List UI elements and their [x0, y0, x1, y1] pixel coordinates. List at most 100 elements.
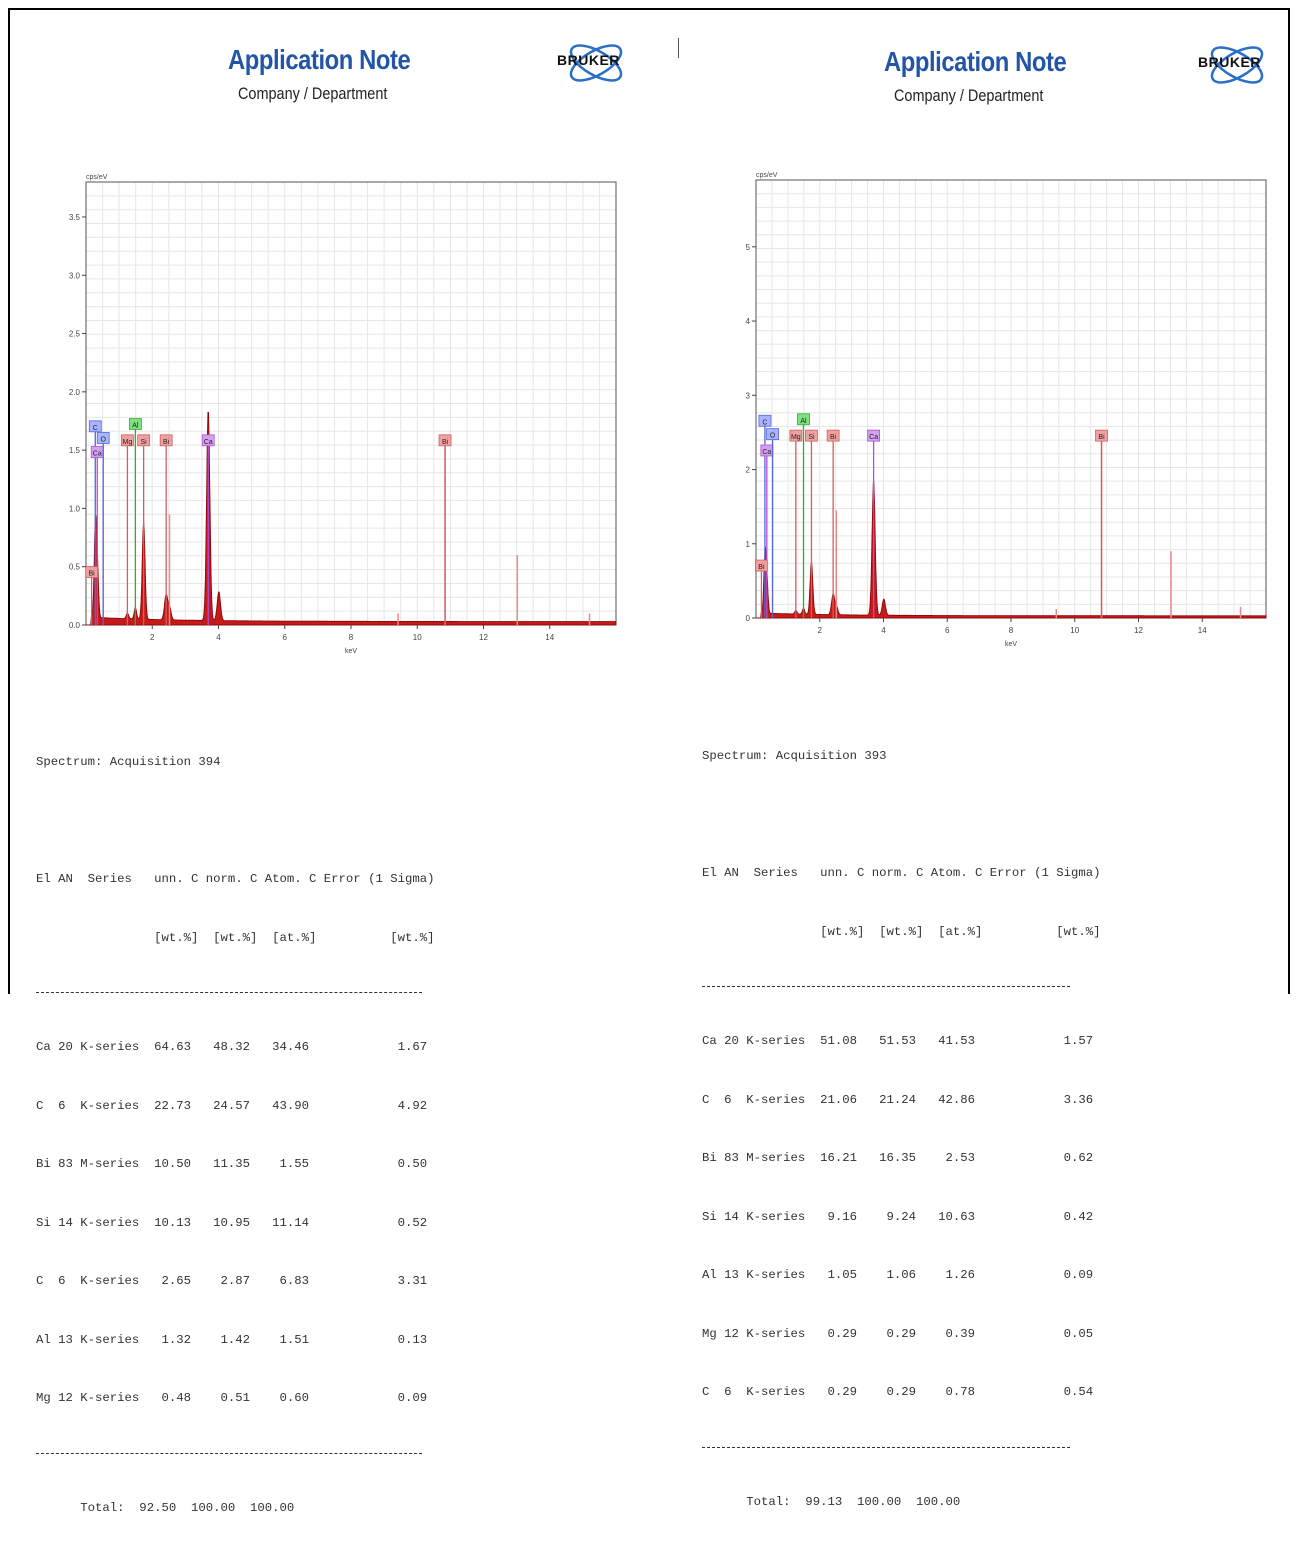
- table-header-2: [wt.%] [wt.%] [at.%] [wt.%]: [702, 924, 1101, 939]
- x-axis-label: keV: [345, 648, 357, 655]
- x-tick-label: 6: [945, 626, 950, 635]
- table-row: Ca 20 K-series 64.63 48.32 34.46 1.67: [36, 1040, 428, 1054]
- spectrum-label: Spectrum: Acquisition 394: [36, 755, 221, 769]
- table-row: C 6 K-series 0.29 0.29 0.78 0.54: [702, 1385, 1094, 1399]
- results-table-left: Spectrum: Acquisition 394 El AN Series u…: [36, 714, 434, 1557]
- table-header-2: [wt.%] [wt.%] [at.%] [wt.%]: [36, 930, 435, 945]
- bruker-logo-text: BRUKER: [1198, 54, 1261, 70]
- x-tick-label: 12: [1134, 626, 1143, 635]
- spectrum-area: [756, 482, 1267, 619]
- table-row: Si 14 K-series 10.13 10.95 11.14 0.52: [36, 1215, 428, 1230]
- table-row: Al 13 K-series 1.05 1.06 1.26 0.09: [702, 1268, 1094, 1282]
- table-row: Mg 12 K-series 0.48 0.51 0.60 0.09: [36, 1391, 428, 1405]
- element-marker-box: [826, 429, 840, 442]
- chart-grid: [755, 179, 1267, 619]
- element-marker-box: [85, 566, 99, 578]
- element-marker-box: [797, 413, 810, 426]
- page-title: Application Note: [228, 44, 411, 75]
- x-tick-label: 14: [545, 633, 554, 642]
- element-marker-label: Bi: [163, 439, 170, 446]
- x-tick-label: 6: [283, 633, 288, 642]
- x-tick-label: 8: [1009, 626, 1014, 635]
- x-tick-label: 4: [881, 626, 886, 635]
- table-row: Ca 20 K-series 51.08 51.53 41.53 1.57: [702, 1034, 1094, 1048]
- page-frame: [8, 8, 1290, 994]
- element-marker-box: [438, 434, 452, 447]
- element-marker-label: Ca: [93, 450, 102, 457]
- y-axis-label: cps/eV: [756, 172, 778, 179]
- element-marker-label: C: [762, 419, 767, 426]
- bruker-logo-text: BRUKER: [557, 52, 620, 68]
- table-row: C 6 K-series 22.73 24.57 43.90 4.92: [36, 1098, 428, 1113]
- element-marker-box: [96, 432, 110, 444]
- table-row: Mg 12 K-series 0.29 0.29 0.39 0.05: [702, 1326, 1094, 1341]
- y-tick-label: 2: [746, 466, 751, 475]
- element-marker-label: Bi: [89, 571, 96, 578]
- y-axis-label: cps/eV: [86, 174, 108, 181]
- table-row: Bi 83 M-series 16.21 16.35 2.53 0.62: [702, 1151, 1094, 1165]
- table-header-1: El AN Series unn. C norm. C Atom. C Erro…: [702, 866, 1101, 880]
- table-row: C 6 K-series 2.65 2.87 6.83 3.31: [36, 1274, 428, 1288]
- y-tick-label: 3.5: [69, 213, 81, 222]
- bruker-logo-icon: [1210, 46, 1264, 84]
- panel-separator: [678, 38, 679, 58]
- y-tick-label: 2.5: [69, 330, 81, 339]
- y-tick-label: 1.5: [69, 446, 81, 455]
- y-tick-label: 1.0: [69, 504, 81, 513]
- page-title: Application Note: [884, 46, 1067, 77]
- y-tick-label: 0: [746, 614, 751, 623]
- x-tick-label: 2: [818, 626, 823, 635]
- results-table-right: Spectrum: Acquisition 393 El AN Series u…: [702, 708, 1100, 1551]
- element-marker-box: [88, 420, 102, 433]
- element-marker-label: Bi: [442, 439, 449, 446]
- spectrum-area: [86, 412, 617, 626]
- y-tick-label: 5: [746, 243, 751, 252]
- table-row: Al 13 K-series 1.32 1.42 1.51 0.13: [36, 1332, 428, 1347]
- panel-left: Application Note Company / Department BR…: [0, 0, 640, 1515]
- page-subtitle: Company / Department: [894, 86, 1044, 105]
- element-marker-box: [121, 434, 134, 447]
- element-marker-box: [755, 559, 768, 572]
- table-divider: [702, 1446, 1070, 1448]
- y-tick-label: 2.0: [69, 388, 81, 397]
- table-header-1: El AN Series unn. C norm. C Atom. C Erro…: [36, 872, 435, 886]
- element-marker-box: [159, 434, 173, 447]
- element-marker-label: O: [100, 436, 106, 443]
- x-tick-label: 8: [349, 633, 354, 642]
- element-marker-label: Al: [132, 422, 139, 429]
- x-tick-label: 2: [150, 633, 155, 642]
- table-divider: [36, 1452, 422, 1454]
- element-marker-label: Bi: [1098, 434, 1105, 441]
- y-tick-label: 3.0: [69, 271, 81, 280]
- element-marker-label: Mg: [123, 439, 133, 446]
- table-row: Si 14 K-series 9.16 9.24 10.63 0.42: [702, 1209, 1094, 1224]
- x-tick-label: 10: [1070, 626, 1079, 635]
- element-marker-box: [1095, 429, 1108, 442]
- element-marker-label: Bi: [830, 434, 837, 441]
- spectrum-label: Spectrum: Acquisition 393: [702, 749, 887, 763]
- x-tick-label: 12: [479, 633, 488, 642]
- element-marker-box: [867, 429, 881, 442]
- chart-grid: [85, 181, 617, 626]
- table-total: Total: 99.13 100.00 100.00: [702, 1494, 961, 1509]
- y-tick-label: 1: [746, 540, 751, 549]
- page-subtitle: Company / Department: [238, 84, 388, 103]
- element-marker-box: [201, 434, 215, 447]
- element-marker-box: [137, 434, 151, 447]
- element-marker-label: Si: [141, 439, 148, 446]
- x-tick-label: 10: [413, 633, 422, 642]
- element-marker-label: O: [770, 433, 776, 440]
- element-marker-box: [128, 418, 142, 430]
- table-divider: [702, 986, 1070, 987]
- x-tick-label: 4: [216, 633, 221, 642]
- table-row: Bi 83 M-series 10.50 11.35 1.55 0.50: [36, 1157, 428, 1171]
- table-row: C 6 K-series 21.06 21.24 42.86 3.36: [702, 1092, 1094, 1107]
- element-marker-label: Mg: [791, 434, 801, 441]
- element-marker-label: Si: [808, 434, 815, 441]
- x-tick-label: 14: [1198, 626, 1207, 635]
- y-tick-label: 3: [746, 391, 751, 400]
- table-divider: [36, 992, 422, 993]
- spectrum-chart-left: C Ca O Bi Al Mg Si Bi Ca Bi 0.0 0.5 1.0 1.5 2.0 2.5 3.0 3…: [69, 174, 617, 655]
- element-marker-label: C: [93, 425, 98, 432]
